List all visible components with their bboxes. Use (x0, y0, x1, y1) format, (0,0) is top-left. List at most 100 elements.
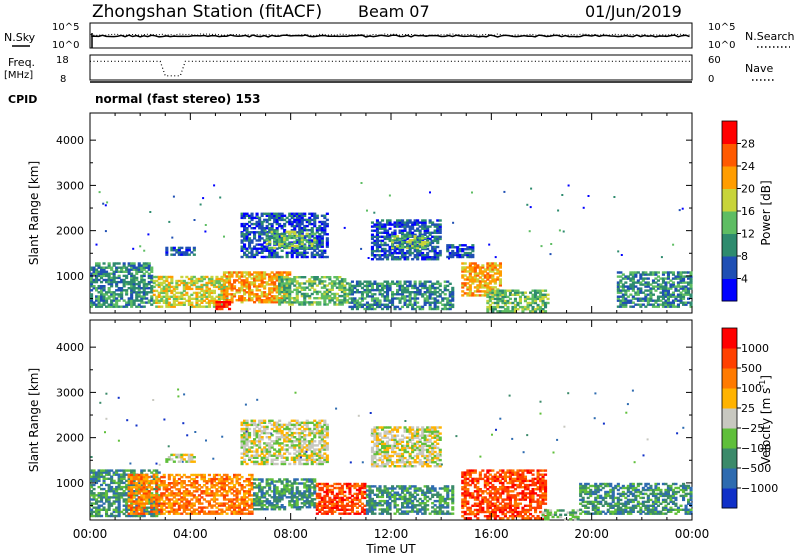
heatmap-cell (428, 305, 432, 309)
heatmap-cell (225, 506, 229, 509)
heatmap-cell (398, 258, 402, 261)
heatmap-cell (471, 268, 475, 271)
heatmap-cell (303, 251, 307, 254)
heatmap-cell (391, 239, 395, 242)
heatmap-cell (679, 277, 683, 280)
heatmap-cell (270, 496, 274, 499)
heatmap-cell (233, 498, 237, 501)
heatmap-cell (110, 276, 114, 280)
heatmap-cell (305, 234, 309, 237)
heatmap-cell (383, 291, 387, 294)
heatmap-cell (263, 492, 267, 495)
heatmap-cell (167, 510, 171, 513)
heatmap-cell (278, 506, 282, 509)
heatmap-cell (225, 271, 229, 274)
heatmap-cell (661, 305, 665, 308)
heatmap-cell (215, 494, 219, 497)
heatmap-cell (418, 240, 422, 244)
heatmap-cell (192, 510, 196, 513)
heatmap-cell (195, 287, 199, 291)
heatmap-cell (97, 512, 101, 516)
heatmap-cell (416, 251, 420, 255)
heatmap-cell (471, 266, 475, 269)
heatmap-cell (212, 512, 216, 515)
heatmap-cell (130, 268, 134, 271)
heatmap-cell (283, 218, 287, 222)
heatmap-cell (162, 301, 166, 304)
heatmap-cell (619, 279, 623, 282)
heatmap-cell (110, 295, 114, 298)
heatmap-cell (110, 291, 114, 294)
heatmap-cell (270, 271, 274, 274)
heatmap-cell (288, 242, 292, 246)
heatmap-cell (298, 247, 302, 250)
heatmap-cell (110, 293, 114, 296)
heatmap-cell (145, 486, 149, 489)
heatmap-cell (666, 301, 670, 304)
heatmap-cell (258, 484, 262, 487)
heatmap-cell (230, 293, 234, 296)
heatmap-cell (92, 496, 96, 499)
heatmap-cell (305, 240, 309, 244)
heatmap-cell (285, 293, 289, 296)
heatmap-cell (656, 305, 660, 308)
heatmap-cell (127, 280, 131, 284)
heatmap-cell (401, 240, 405, 244)
heatmap-cell (140, 506, 144, 509)
heatmap-cell (97, 274, 101, 278)
heatmap-cell (408, 219, 412, 222)
heatmap-cell (293, 244, 297, 248)
heatmap-cell (649, 283, 653, 286)
heatmap-cell (220, 293, 224, 297)
heatmap-cell (365, 284, 369, 288)
heatmap-cell (142, 504, 146, 507)
heatmap-cell (381, 219, 385, 222)
heatmap-cell (358, 280, 362, 283)
heatmap-cell (436, 241, 440, 245)
heatmap-cell (205, 488, 209, 491)
heatmap-cell (679, 273, 683, 276)
heatmap-cell (406, 219, 410, 222)
heatmap-cell (616, 295, 620, 298)
heatmap-cell (145, 506, 149, 509)
heatmap-cell (142, 278, 146, 282)
heatmap-cell (401, 233, 405, 236)
heatmap-cell (263, 293, 267, 296)
nave-series-line (90, 60, 692, 77)
heatmap-cell (222, 305, 226, 308)
heatmap-cell (200, 295, 204, 298)
heatmap-cell (616, 287, 620, 290)
heatmap-cell (207, 301, 211, 304)
heatmap-cell (426, 301, 430, 304)
heatmap-cell (350, 301, 354, 304)
heatmap-cell (325, 504, 329, 507)
heatmap-cell (323, 280, 327, 283)
heatmap-cell (110, 266, 114, 269)
heatmap-cell (521, 305, 525, 309)
heatmap-cell (263, 301, 267, 304)
heatmap-cell (160, 484, 164, 487)
heatmap-cell (205, 480, 209, 483)
heatmap-cell (496, 305, 500, 309)
heatmap-cell (278, 303, 282, 306)
heatmap-cell (418, 231, 422, 234)
heatmap-cell (318, 233, 322, 236)
heatmap-cell (204, 230, 207, 233)
heatmap-cell (180, 279, 184, 283)
heatmap-cell (182, 494, 186, 497)
heatmap-cell (115, 293, 119, 296)
heatmap-cell (142, 280, 146, 284)
heatmap-cell (170, 253, 174, 256)
heatmap-cell (280, 480, 284, 483)
heatmap-cell (373, 235, 377, 238)
heatmap-cell (248, 271, 252, 274)
heatmap-cell (318, 492, 322, 496)
heatmap-cell (523, 305, 527, 309)
heatmap-cell (265, 283, 269, 286)
heatmap-cell (273, 253, 277, 257)
heatmap-cell (275, 220, 279, 224)
heatmap-cell (177, 477, 181, 481)
heatmap-cell (423, 242, 427, 246)
heatmap-cell (150, 500, 154, 503)
heatmap-cell (192, 482, 196, 485)
